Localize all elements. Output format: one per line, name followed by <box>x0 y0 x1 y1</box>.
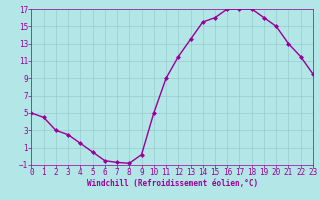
X-axis label: Windchill (Refroidissement éolien,°C): Windchill (Refroidissement éolien,°C) <box>87 179 258 188</box>
